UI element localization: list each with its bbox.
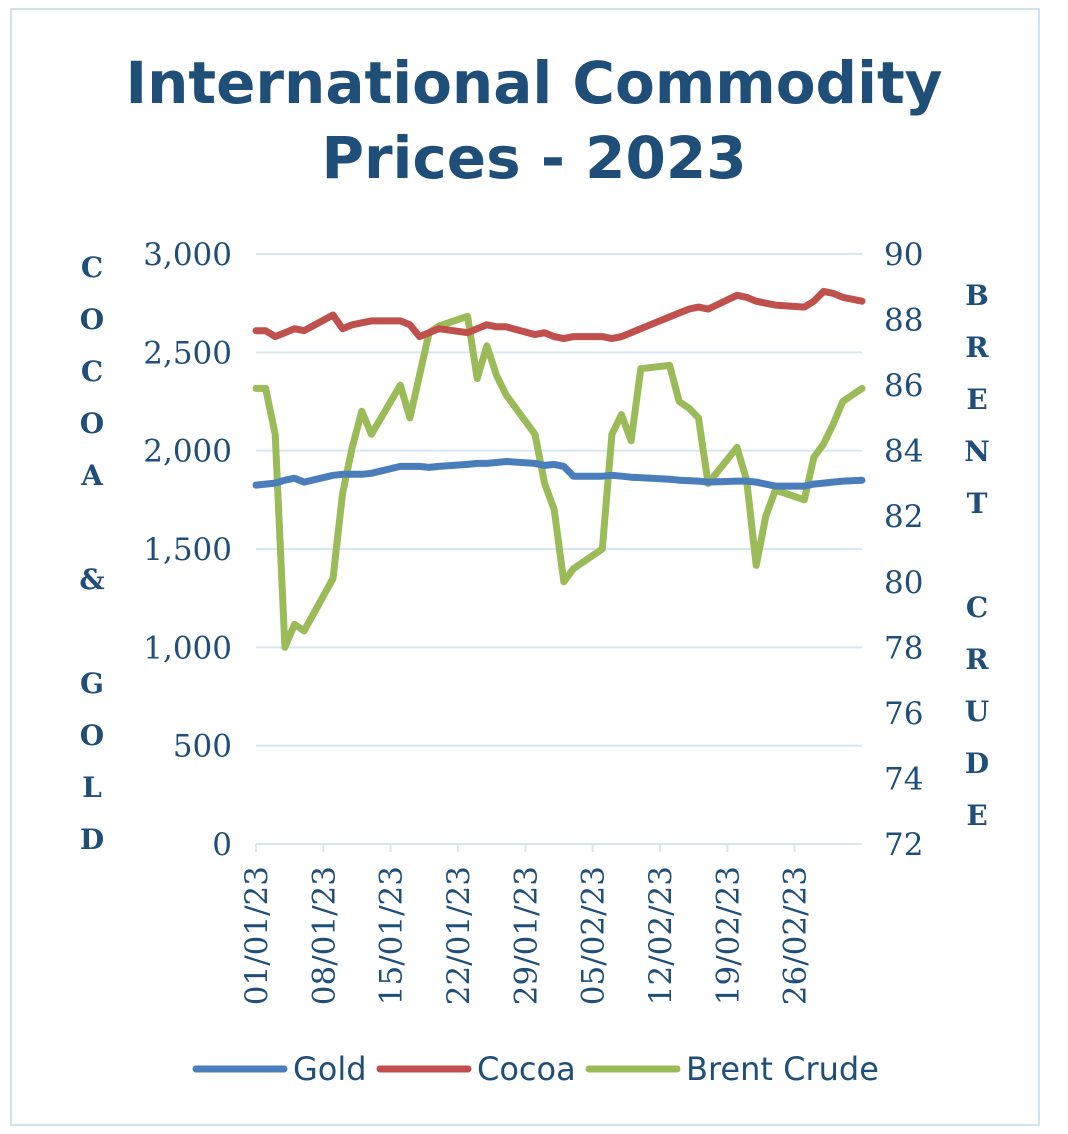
axis-label-letter: E [966,799,987,832]
x-tick-label: 12/02/23 [643,866,679,1005]
axis-label-letter: G [80,667,104,700]
right-y-tick-label: 86 [884,368,923,404]
x-tick-label: 01/01/23 [239,866,275,1005]
axis-label-letter: R [965,643,989,676]
axis-label-letter: L [82,771,102,804]
series-line-cocoa [252,287,866,343]
left-y-tick-label: 1,500 [143,532,232,568]
legend: Gold Cocoa Brent Crude [192,1050,879,1088]
legend-label: Gold [293,1050,367,1088]
right-y-tick-label: 74 [884,761,923,797]
x-tick-label: 05/02/23 [576,866,612,1005]
axis-label-letter: C [81,251,103,284]
axis-label-letter: D [965,747,989,780]
left-y-tick-label: 1,000 [143,630,232,666]
left-y-tick-label: 2,500 [143,335,232,371]
x-tick-label: 26/02/23 [778,866,814,1005]
right-y-tick-label: 76 [884,696,923,732]
x-axis-ticks: 01/01/23 08/01/23 15/01/23 22/01/23 29/01/23… [239,844,814,1005]
right-y-tick-label: 72 [884,827,923,863]
right-y-tick-label: 84 [884,434,923,470]
chart-title-line-2: Prices - 2023 [321,124,746,192]
axis-label-letter: N [964,435,990,468]
right-y-tick-label: 78 [884,630,923,666]
axis-label-letter: B [965,279,989,312]
axis-label-letter: O [80,407,104,440]
chart-frame [10,8,1040,1126]
left-axis-ticks: 0 500 1,000 1,500 2,000 2,500 3,000 [143,237,232,863]
gridlines [256,253,862,845]
axis-label-letter: D [80,823,104,856]
right-axis-ticks: 72 74 76 78 80 82 84 86 88 90 [884,237,923,863]
axis-label-letter: C [81,355,103,388]
chart-title-line-1: International Commodity [126,49,943,117]
x-tick-label: 15/01/23 [374,866,410,1005]
series-lines [252,287,866,651]
axis-label-letter: T [967,487,988,520]
axis-label-letter: U [965,695,989,728]
right-y-tick-label: 82 [884,499,923,535]
x-tick-label: 19/02/23 [710,866,746,1005]
right-y-tick-label: 80 [884,565,923,601]
axis-label-letter: O [80,303,104,336]
left-y-tick-label: 0 [212,827,232,863]
axis-label-letter: A [80,459,104,492]
axis-label-letter: C [966,591,988,624]
left-y-tick-label: 500 [173,729,232,765]
right-y-tick-label: 90 [884,237,923,273]
right-y-tick-label: 88 [884,303,923,339]
axis-label-letter: R [965,331,989,364]
axis-label-letter: O [80,719,104,752]
left-y-tick-label: 3,000 [143,237,232,273]
axis-label-letter: & [79,563,104,596]
series-line-brent-crude [252,312,866,651]
x-tick-label: 08/01/23 [306,866,342,1005]
x-tick-label: 22/01/23 [441,866,477,1005]
legend-label: Brent Crude [686,1050,879,1088]
axis-label-letter: E [966,383,987,416]
left-y-tick-label: 2,000 [143,434,232,470]
legend-label: Cocoa [477,1050,576,1088]
x-tick-label: 29/01/23 [508,866,544,1005]
series-line-gold [252,458,866,490]
